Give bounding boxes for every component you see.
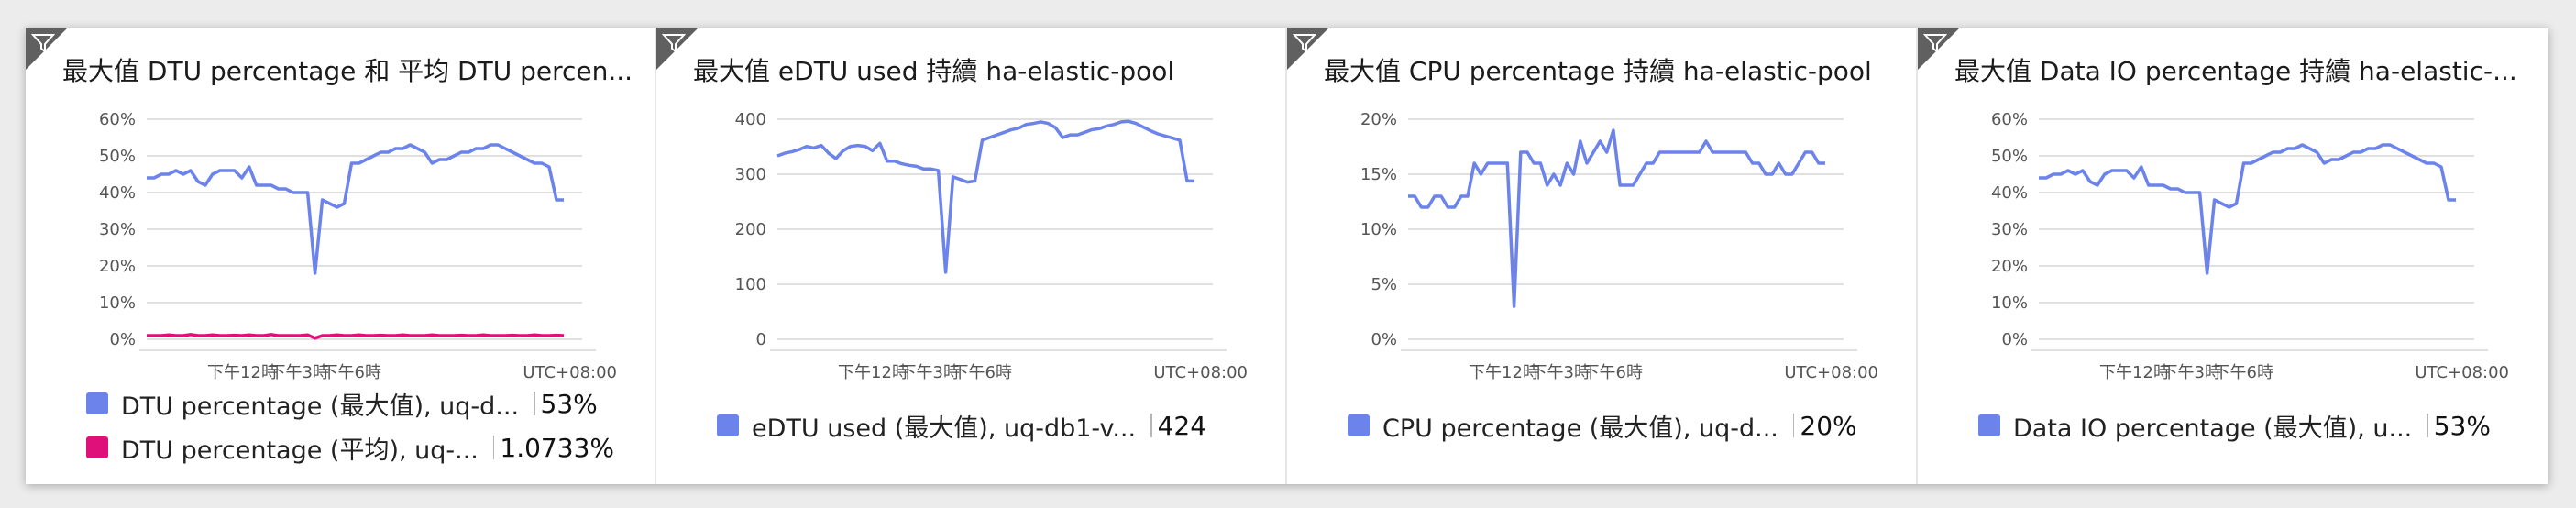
x-tick-label: 下午6時 (1583, 363, 1643, 382)
legend-label: DTU percentage (最大值), uq-d... (121, 392, 520, 421)
legend-item-dtu-avg[interactable]: DTU percentage (平均), uq-... 1.0733% (86, 429, 645, 466)
y-tick-label: 40% (1991, 183, 2028, 203)
y-tick-label: 5% (1371, 275, 1397, 294)
legend-label: Data IO percentage (最大值), u... (2013, 414, 2413, 443)
x-tick-label: 下午6時 (2214, 363, 2273, 382)
legend-value: 1.0733% (500, 432, 614, 463)
y-tick-label: 50% (99, 147, 136, 166)
x-tick-label: 下午3時 (1531, 363, 1591, 382)
y-tick-label: 10% (1360, 220, 1397, 239)
y-tick-label: 400 (735, 110, 766, 129)
series-line[interactable] (147, 143, 564, 275)
filter-icon[interactable] (662, 33, 686, 53)
y-tick-label: 100 (735, 275, 766, 294)
series-swatch (86, 392, 108, 414)
x-tick-label: 下午3時 (270, 363, 329, 382)
legend-value: 424 (1157, 410, 1207, 441)
series-swatch (717, 414, 739, 436)
legend-divider (534, 392, 535, 415)
y-tick-label: 200 (735, 220, 766, 239)
y-tick-label: 40% (99, 183, 136, 203)
chart-title[interactable]: 最大值 CPU percentage 持續 ha-elastic-pool (1324, 56, 1872, 86)
x-tick-label: 下午12時 (838, 363, 908, 382)
series-line[interactable] (2039, 143, 2456, 275)
timezone-label: UTC+08:00 (1784, 363, 1878, 382)
filter-icon[interactable] (1293, 33, 1316, 53)
y-tick-label: 15% (1360, 165, 1397, 184)
y-tick-label: 30% (1991, 220, 2028, 239)
y-tick-label: 50% (1991, 147, 2028, 166)
chart-title[interactable]: 最大值 Data IO percentage 持續 ha-elastic-... (1954, 56, 2517, 86)
series-line[interactable] (147, 333, 565, 340)
chart-title[interactable]: 最大值 DTU percentage 和 平均 DTU percen... (62, 56, 633, 86)
legend-label: eDTU used (最大值), uq-db1-v... (752, 414, 1137, 443)
chart-tile-cpu[interactable]: 最大值 CPU percentage 持續 ha-elastic-pool 20… (1287, 28, 1918, 484)
legend-label: CPU percentage (最大值), uq-d... (1382, 414, 1778, 443)
y-tick-label: 300 (735, 165, 766, 184)
y-tick-label: 20% (1991, 257, 2028, 276)
series-swatch (1348, 414, 1370, 436)
filter-icon[interactable] (1923, 33, 1947, 53)
y-tick-label: 0 (756, 330, 766, 349)
chart-title[interactable]: 最大值 eDTU used 持續 ha-elastic-pool (693, 56, 1175, 86)
series-line[interactable] (776, 119, 1194, 274)
x-tick-label: 下午3時 (2162, 363, 2221, 382)
chart-tile-data-io[interactable]: 最大值 Data IO percentage 持續 ha-elastic-...… (1918, 28, 2548, 484)
legend-label: DTU percentage (平均), uq-... (121, 436, 479, 465)
y-tick-label: 20% (99, 257, 136, 276)
y-tick-label: 60% (1991, 110, 2028, 129)
y-tick-label: 60% (99, 110, 136, 129)
chart-tile-dtu[interactable]: 最大值 DTU percentage 和 平均 DTU percen... 60… (26, 28, 656, 484)
legend-divider (1792, 414, 1795, 437)
legend-value: 53% (540, 388, 598, 419)
y-tick-label: 10% (99, 293, 136, 313)
y-tick-label: 0% (1371, 330, 1397, 349)
y-tick-label: 0% (109, 330, 136, 349)
y-tick-label: 10% (1991, 293, 2028, 313)
timezone-label: UTC+08:00 (2415, 363, 2509, 382)
legend-item-dtu-max[interactable]: DTU percentage (最大值), uq-d... 53% (86, 385, 645, 422)
legend-item-data-io-max[interactable]: Data IO percentage (最大值), u... 53% (1978, 407, 2539, 444)
legend-divider (492, 436, 495, 459)
y-tick-label: 30% (99, 220, 136, 239)
legend-divider (2427, 414, 2428, 437)
legend-item-cpu-max[interactable]: CPU percentage (最大值), uq-d... 20% (1348, 407, 1907, 444)
x-tick-label: 下午12時 (207, 363, 278, 382)
dashboard-tile-strip: 最大值 DTU percentage 和 平均 DTU percen... 60… (26, 28, 2548, 484)
timezone-label: UTC+08:00 (1153, 363, 1248, 382)
series-swatch (1978, 414, 2000, 436)
y-tick-label: 0% (2001, 330, 2028, 349)
chart-tile-edtu[interactable]: 最大值 eDTU used 持續 ha-elastic-pool 400 300 2… (656, 28, 1287, 484)
series-line[interactable] (1408, 128, 1825, 308)
legend-divider (1150, 414, 1152, 437)
legend-item-edtu-max[interactable]: eDTU used (最大值), uq-db1-v... 424 (717, 407, 1276, 444)
y-tick-label: 20% (1360, 110, 1397, 129)
x-tick-label: 下午12時 (1469, 363, 1539, 382)
x-tick-label: 下午12時 (2099, 363, 2170, 382)
legend-value: 53% (2433, 410, 2491, 441)
x-tick-label: 下午6時 (322, 363, 381, 382)
timezone-label: UTC+08:00 (523, 363, 617, 382)
x-tick-label: 下午3時 (900, 363, 960, 382)
filter-icon[interactable] (31, 33, 55, 53)
x-tick-label: 下午6時 (952, 363, 1012, 382)
series-swatch (86, 436, 108, 458)
legend-value: 20% (1800, 410, 1857, 441)
